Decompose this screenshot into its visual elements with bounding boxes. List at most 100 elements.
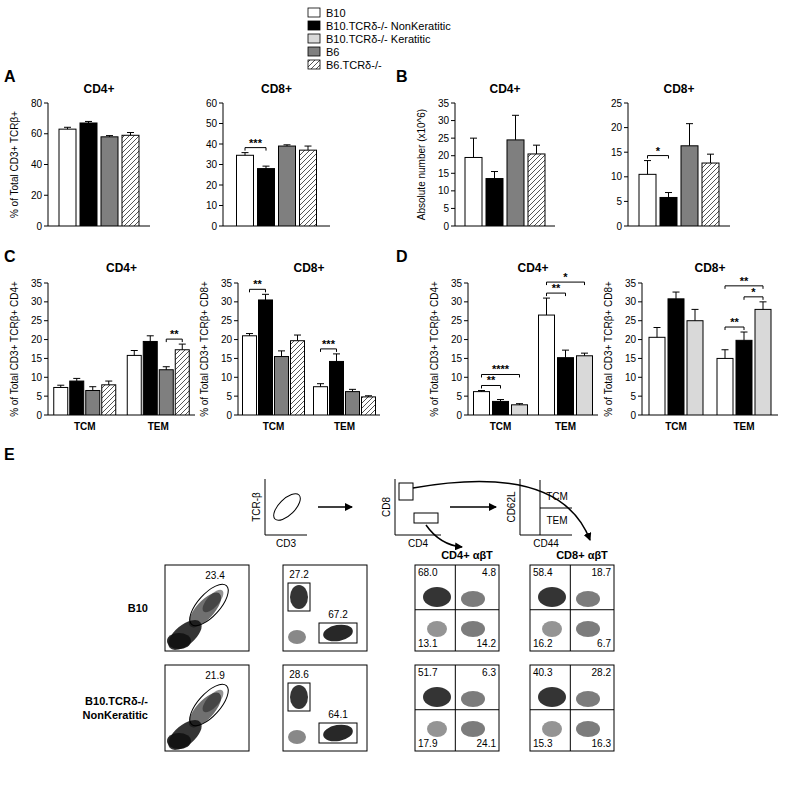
error-bar [263,166,270,168]
error-cap [147,335,154,336]
bar [330,361,344,415]
dot-plot: 68.04.813.114.2 [415,565,499,651]
error-cap [305,146,312,147]
error-cap [246,333,253,334]
error-cap [581,353,588,354]
tick-label: 15 [221,353,233,364]
quadrant-value: 68.0 [418,567,438,578]
schematic-axes [265,479,307,535]
error-bar [278,351,285,357]
marks [639,124,719,226]
error-bar [163,367,170,370]
tick [44,301,48,302]
tick-label: 5 [226,391,232,402]
error-line [647,161,648,175]
error-line [494,172,495,179]
error-bar [179,344,186,350]
dot-cloud [576,721,600,737]
bar [86,390,100,415]
legend-swatch [308,21,320,30]
error-cap [262,294,269,295]
significance: ** [547,282,566,296]
axis-title: % of Total CD3+ TCRβ+ CD4+ [429,281,440,417]
bar [528,154,545,226]
chart: CD8+% of Total CD3+ TCRβ+ CD8+0510152025… [199,261,380,432]
tick-label: 10 [206,200,218,211]
tick-label: 25 [451,315,463,326]
tick [219,205,223,206]
tick [44,320,48,321]
error-cap [263,166,270,167]
significance-label: ** [552,282,561,294]
error-cap [333,353,340,354]
dot-cloud [461,691,485,707]
bar [639,174,656,226]
tick [219,123,223,124]
bar [159,370,173,415]
dot-cloud [199,687,227,716]
tick-label: 5 [36,391,42,402]
bar [59,129,76,226]
significance: **** [482,363,520,377]
quadrant-line [530,609,614,610]
error-bar [478,390,485,391]
tick [638,283,642,284]
error-cap [673,292,680,293]
legend-swatch [308,60,320,69]
tick-label: 40 [31,159,43,170]
error-bar [692,309,699,320]
error-bar [85,121,92,123]
tick [44,339,48,340]
marks [465,115,545,226]
bar [702,163,719,226]
dot-plot: 23.4 [163,565,249,656]
dot-cloud [322,723,354,744]
marks [54,336,190,415]
tick [44,415,48,416]
tick [464,358,468,359]
error-cap [665,192,672,193]
chart-title: CD4+ [106,261,137,275]
tick-label: 5 [456,391,462,402]
tick [464,339,468,340]
tick [234,283,238,284]
tick-label: 20 [625,334,637,345]
gate [319,623,357,643]
error-cap [284,144,291,145]
error-bar [562,350,569,358]
tick-label: 35 [221,278,233,289]
bar [122,135,139,226]
error-bar [242,153,249,156]
tick-label: 0 [630,410,636,421]
dot-plot: 58.418.716.26.7 [530,565,614,651]
tick [44,377,48,378]
significance: *** [321,338,337,352]
error-bar [543,298,550,315]
error-line [308,146,309,150]
quadrant-value: 13.1 [418,638,438,649]
panel-label: D [396,248,408,265]
tick [219,226,223,227]
tick [451,226,455,227]
bar [70,381,84,415]
bar [362,397,376,415]
tick [234,415,238,416]
bar [558,358,574,415]
legend-label: B6 [326,46,339,58]
error-bar [305,146,312,150]
significance-label: ** [740,275,749,287]
tick-label: 25 [31,315,43,326]
tick [638,320,642,321]
error-line [689,124,690,146]
tick-label: 35 [31,278,43,289]
tick [219,164,223,165]
bar [736,340,752,415]
error-cap [562,350,569,351]
tick-label: 35 [451,278,463,289]
chart: CD4+% of Total CD3+ TCRβ+020406080 [9,82,150,232]
chart-title: CD8+ [261,82,292,96]
row-label: B10 [128,602,148,614]
panel-label: A [4,68,16,85]
tick [234,320,238,321]
schematic-x-label: CD44 [533,538,559,549]
